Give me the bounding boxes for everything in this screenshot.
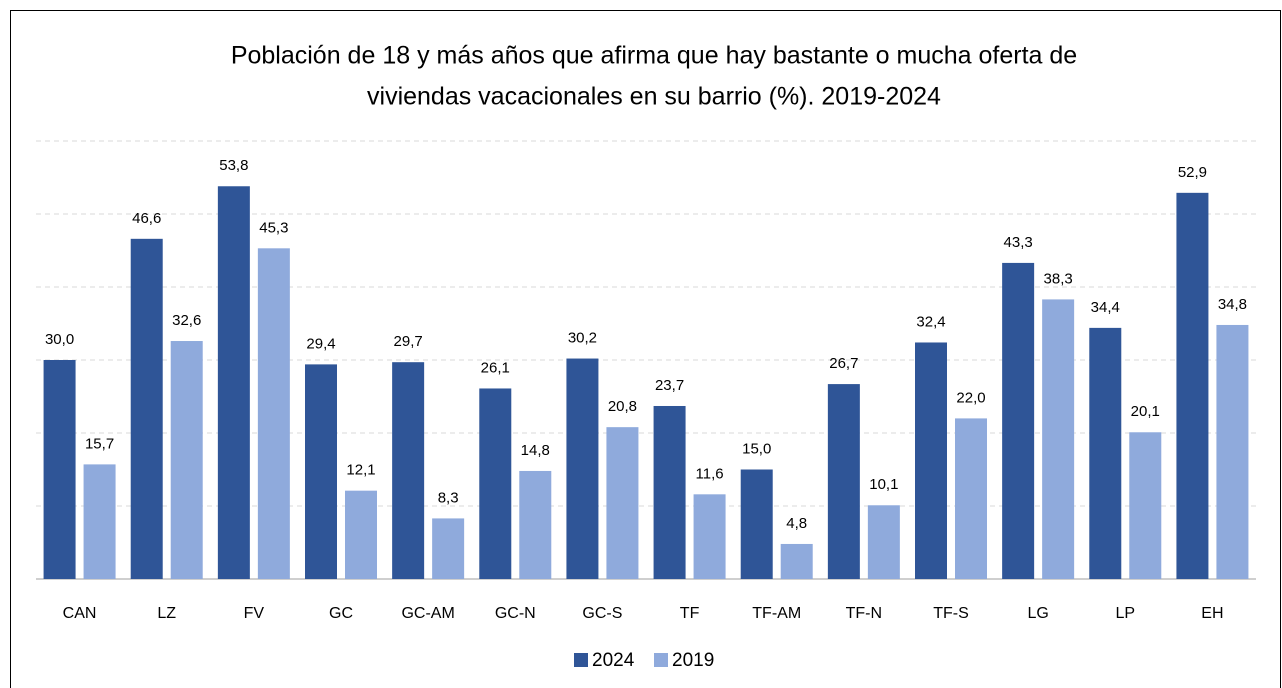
bar xyxy=(257,248,290,579)
bar xyxy=(1216,324,1249,579)
bar xyxy=(780,543,813,579)
bar xyxy=(653,405,686,579)
bar xyxy=(1002,262,1035,579)
value-label: 4,8 xyxy=(786,515,807,532)
bar xyxy=(1042,299,1075,579)
value-label: 38,3 xyxy=(1044,270,1073,287)
bar xyxy=(1129,432,1162,579)
value-label: 52,9 xyxy=(1178,164,1207,181)
value-label: 20,8 xyxy=(608,398,637,415)
value-label: 29,4 xyxy=(306,335,335,352)
x-tick-label: LP xyxy=(1115,605,1135,622)
x-tick-label: GC-N xyxy=(495,605,536,622)
chart-title: Población de 18 y más años que afirma qu… xyxy=(231,42,1077,70)
bar xyxy=(693,494,726,579)
bar xyxy=(740,469,773,579)
x-tick-label: LG xyxy=(1027,605,1048,622)
value-label: 15,7 xyxy=(85,435,114,452)
bar xyxy=(867,505,900,579)
value-label: 29,7 xyxy=(394,333,423,350)
value-label: 30,2 xyxy=(568,330,597,347)
legend-label: 2024 xyxy=(592,650,635,671)
chart-border xyxy=(10,10,1281,688)
x-tick-label: TF-N xyxy=(846,605,882,622)
bar xyxy=(345,490,377,579)
x-tick-label: TF-S xyxy=(933,605,969,622)
value-label: 32,6 xyxy=(172,312,201,329)
x-tick-label: GC-S xyxy=(582,605,622,622)
value-label: 8,3 xyxy=(438,489,459,506)
value-label: 10,1 xyxy=(869,476,898,493)
bar xyxy=(217,186,250,579)
bar xyxy=(606,427,639,579)
x-tick-label: GC xyxy=(329,605,353,622)
bar xyxy=(915,342,947,579)
value-label: 32,4 xyxy=(916,313,945,330)
value-label: 22,0 xyxy=(956,389,985,406)
bar xyxy=(1089,327,1122,579)
bar xyxy=(392,362,425,579)
bar xyxy=(566,358,599,579)
value-label: 15,0 xyxy=(742,440,771,457)
x-tick-label: TF xyxy=(680,605,700,622)
bar xyxy=(130,238,163,579)
value-label: 43,3 xyxy=(1004,234,1033,251)
value-label: 53,8 xyxy=(219,157,248,174)
value-label: 34,4 xyxy=(1091,299,1120,316)
chart-title: viviendas vacacionales en su barrio (%).… xyxy=(367,83,941,111)
value-label: 30,0 xyxy=(45,331,74,348)
value-label: 45,3 xyxy=(259,219,288,236)
value-label: 11,6 xyxy=(696,465,724,482)
x-tick-label: TF-AM xyxy=(752,605,801,622)
bar xyxy=(479,388,512,579)
bar xyxy=(83,464,116,579)
bar xyxy=(1176,192,1209,579)
legend-swatch xyxy=(654,653,668,667)
legend-label: 2019 xyxy=(672,650,714,671)
bar xyxy=(305,364,337,579)
value-label: 34,8 xyxy=(1218,296,1247,313)
value-label: 46,6 xyxy=(132,210,161,227)
x-tick-label: FV xyxy=(244,605,265,622)
value-label: 14,8 xyxy=(521,442,550,459)
x-tick-label: GC-AM xyxy=(401,605,454,622)
value-label: 23,7 xyxy=(655,377,684,394)
bar xyxy=(170,341,203,579)
bar xyxy=(43,360,76,579)
x-tick-label: CAN xyxy=(63,605,97,622)
value-label: 20,1 xyxy=(1131,403,1160,420)
bar xyxy=(519,470,552,579)
bar xyxy=(827,384,860,579)
value-label: 26,1 xyxy=(481,359,510,376)
x-tick-label: LZ xyxy=(157,605,176,622)
value-label: 12,1 xyxy=(346,462,375,479)
bar xyxy=(955,418,987,579)
bar xyxy=(432,518,465,579)
x-tick-label: EH xyxy=(1201,605,1223,622)
value-label: 26,7 xyxy=(829,355,858,372)
legend-swatch xyxy=(574,653,588,667)
